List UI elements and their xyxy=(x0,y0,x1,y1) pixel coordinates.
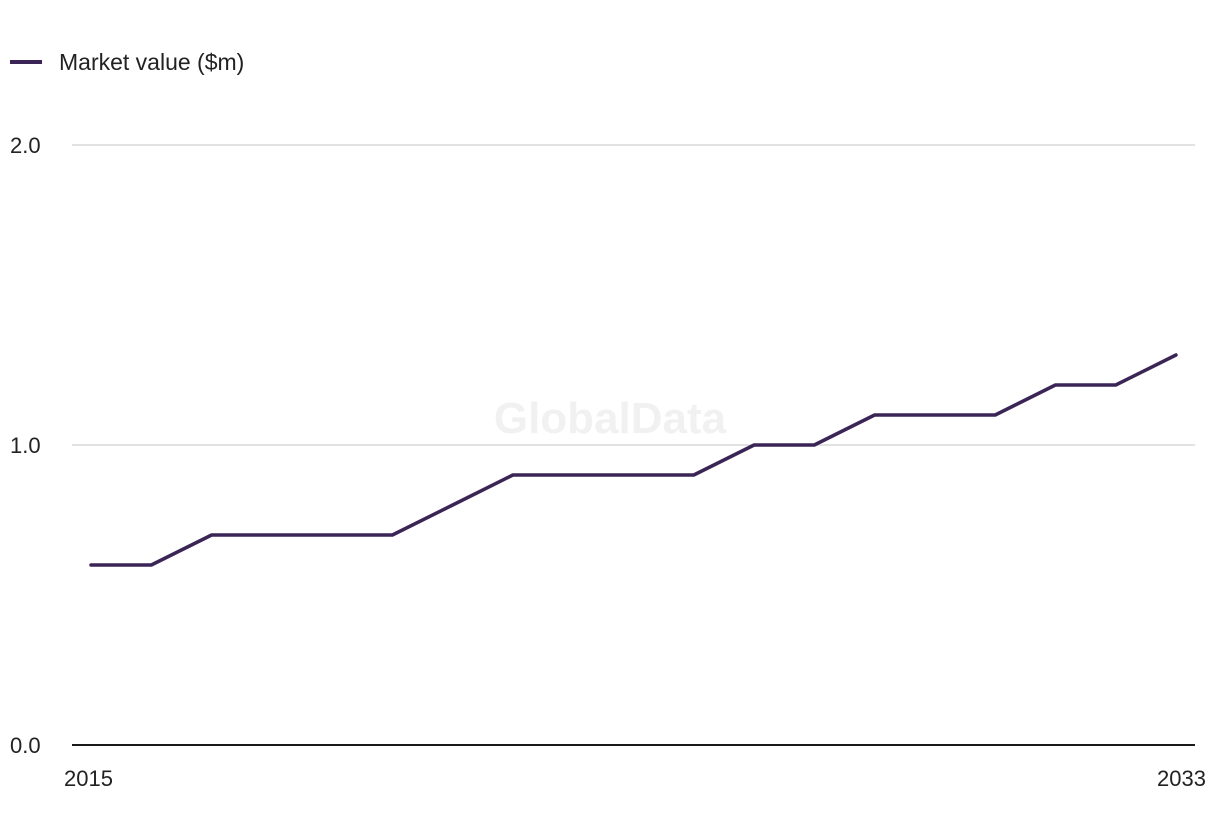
x-tick-label: 2015 xyxy=(64,766,113,791)
legend-label: Market value ($m) xyxy=(59,49,244,75)
legend: Market value ($m) xyxy=(10,49,244,75)
x-axis-ticks: 2015 2033 xyxy=(64,766,1206,791)
x-tick-label: 2033 xyxy=(1157,766,1206,791)
gridlines xyxy=(72,144,1195,746)
y-tick-label: 1.0 xyxy=(10,433,41,458)
series-layer xyxy=(89,353,1178,567)
series-line xyxy=(89,353,1178,567)
y-tick-label: 2.0 xyxy=(10,133,41,158)
y-tick-label: 0.0 xyxy=(10,733,41,758)
y-axis-ticks: 0.0 1.0 2.0 xyxy=(10,133,41,758)
watermark-logo: GlobalData xyxy=(494,394,727,443)
